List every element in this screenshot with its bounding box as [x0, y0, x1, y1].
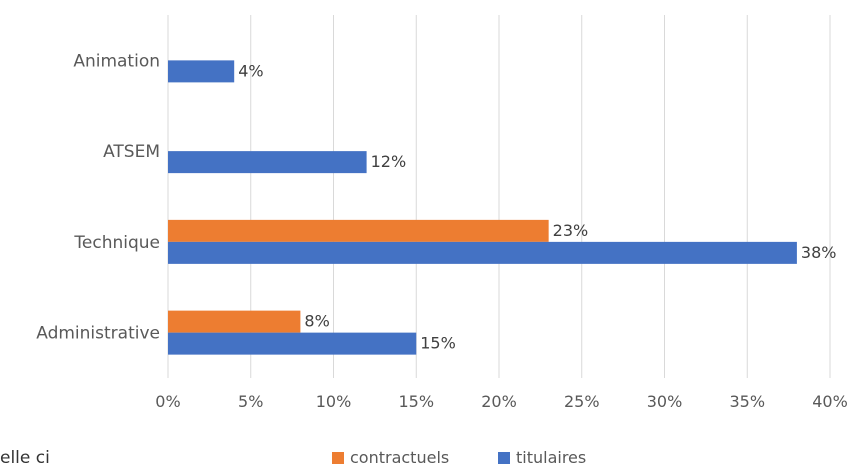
x-tick-label: 35% [729, 392, 765, 411]
legend-swatch-titulaires [498, 452, 510, 464]
category-label: Animation [73, 51, 160, 71]
data-label: 38% [801, 243, 837, 262]
x-tick-label: 40% [812, 392, 848, 411]
x-tick-label: 20% [481, 392, 517, 411]
legend: contractuels titulaires [332, 448, 586, 467]
bar-titulaires [168, 151, 367, 174]
bars [168, 60, 797, 355]
data-label: 4% [238, 61, 263, 80]
bar-titulaires [168, 60, 235, 83]
x-tick-label: 25% [564, 392, 600, 411]
gridlines [167, 15, 831, 378]
data-label: 8% [304, 312, 329, 331]
data-labels: 4% 12% 23% 38% 8% 15% [238, 61, 836, 352]
legend-label-titulaires: titulaires [516, 448, 586, 467]
category-labels: Animation ATSEM Technique Administrative [36, 51, 160, 343]
x-tick-label: 10% [316, 392, 352, 411]
x-tick-label: 5% [238, 392, 263, 411]
data-label: 23% [553, 221, 589, 240]
category-label: ATSEM [103, 142, 160, 162]
category-label: Administrative [36, 324, 160, 344]
x-axis-ticks: 0% 5% 10% 15% 20% 25% 30% 35% 40% [155, 392, 847, 411]
data-label: 15% [420, 334, 456, 353]
category-label: Technique [73, 233, 160, 253]
legend-label-contractuels: contractuels [350, 448, 449, 467]
bar-titulaires [168, 241, 797, 264]
x-tick-label: 15% [398, 392, 434, 411]
data-label: 12% [371, 152, 407, 171]
legend-swatch-contractuels [332, 452, 344, 464]
bar-contractuels [168, 219, 549, 242]
x-tick-label: 30% [647, 392, 683, 411]
cut-off-text-fragment: elle ci [0, 448, 50, 468]
bar-contractuels [168, 310, 301, 333]
bar-titulaires [168, 332, 417, 355]
x-tick-label: 0% [155, 392, 180, 411]
